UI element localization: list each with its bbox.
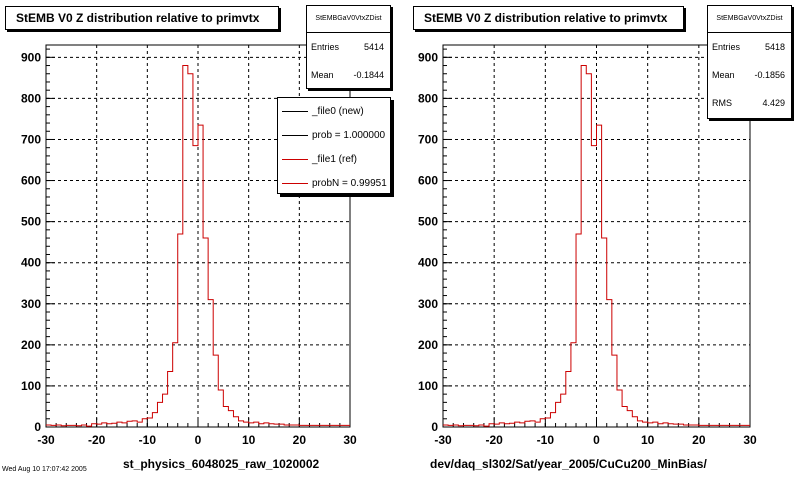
- y-tick-label: 700: [418, 132, 438, 146]
- y-tick-label: 400: [418, 256, 438, 270]
- y-tick-label: 900: [418, 50, 438, 64]
- y-tick-label: 600: [418, 174, 438, 188]
- x-tick-label: -30: [434, 433, 452, 447]
- y-tick-label: 800: [418, 91, 438, 105]
- left-stats-box: StEMBGaV0VtxZDist Entries 5414 Mean -0.1…: [306, 5, 391, 89]
- stats-value: 5418: [764, 42, 785, 52]
- x-tick-label: -20: [485, 433, 503, 447]
- y-tick-label: 400: [21, 256, 41, 270]
- y-tick-label: 200: [418, 338, 438, 352]
- stats-value: -0.1844: [353, 70, 384, 80]
- stats-label: Mean: [712, 70, 735, 80]
- left-stats-row-mean: Mean -0.1844: [307, 61, 390, 89]
- y-tick-label: 600: [21, 174, 41, 188]
- right-stats-box: StEMBGaV0VtxZDist Entries 5418 Mean -0.1…: [707, 5, 792, 119]
- legend-label: _file0 (new): [312, 105, 364, 117]
- x-tick-label: 0: [593, 433, 600, 447]
- x-tick-label: 10: [641, 433, 655, 447]
- stats-label: Entries: [311, 42, 340, 52]
- y-tick-label: 700: [21, 132, 41, 146]
- x-tick-label: 20: [293, 433, 307, 447]
- histogram-series-line: [46, 65, 350, 427]
- y-tick-label: 100: [418, 379, 438, 393]
- y-tick-label: 500: [418, 215, 438, 229]
- right-stats-row-rms: RMS 4.429: [708, 89, 791, 117]
- y-tick-label: 300: [21, 297, 41, 311]
- y-tick-label: 100: [21, 379, 41, 393]
- x-tick-label: 0: [195, 433, 202, 447]
- right-stats-name: StEMBGaV0VtxZDist: [708, 6, 791, 33]
- legend-item: prob = 1.000000: [278, 123, 390, 147]
- timestamp-footnote: Wed Aug 10 17:07:42 2005: [2, 466, 87, 473]
- legend-label: _file1 (ref): [312, 153, 358, 165]
- histogram-series-line: [443, 65, 750, 427]
- right-histogram-title: StEMB V0 Z distribution relative to prim…: [413, 6, 684, 30]
- y-tick-label: 800: [21, 91, 41, 105]
- x-tick-label: -30: [37, 433, 55, 447]
- x-tick-label: 10: [242, 433, 256, 447]
- y-tick-label: 300: [418, 297, 438, 311]
- y-tick-label: 500: [21, 215, 41, 229]
- legend-swatch-red: [282, 182, 308, 184]
- right-histogram-panel: -30 -20 -10 0 10 20 30010020030040050060070080…: [418, 44, 757, 447]
- legend-label: prob = 1.000000: [312, 129, 386, 141]
- x-tick-label: -10: [537, 433, 555, 447]
- x-tick-label: 30: [743, 433, 757, 447]
- y-tick-label: 900: [21, 50, 41, 64]
- left-stats-row-entries: Entries 5414: [307, 33, 390, 61]
- stats-label: RMS: [712, 98, 732, 108]
- stats-value: 4.429: [762, 98, 785, 108]
- right-stats-row-entries: Entries 5418: [708, 33, 791, 61]
- legend-swatch-red: [282, 158, 308, 160]
- y-tick-label: 0: [34, 420, 41, 434]
- left-histogram-title: StEMB V0 Z distribution relative to prim…: [5, 6, 279, 30]
- right-x-axis-title: dev/daq_sl302/Sat/year_2005/CuCu200_MinB…: [430, 457, 707, 471]
- legend-item: _file0 (new): [278, 99, 390, 123]
- x-tick-label: 30: [343, 433, 357, 447]
- legend-item: probN = 0.99951: [278, 171, 390, 193]
- stats-label: Mean: [311, 70, 334, 80]
- left-x-axis-title: st_physics_6048025_raw_1020002: [123, 457, 320, 471]
- stats-value: 5414: [363, 42, 384, 52]
- legend-swatch-black: [282, 134, 308, 136]
- stats-value: -0.1856: [754, 70, 785, 80]
- right-stats-row-mean: Mean -0.1856: [708, 61, 791, 89]
- x-tick-label: -10: [139, 433, 157, 447]
- legend-swatch-black: [282, 110, 308, 112]
- x-tick-label: -20: [88, 433, 106, 447]
- legend-label: probN = 0.99951: [312, 177, 387, 189]
- left-legend-box: _file0 (new) prob = 1.000000 _file1 (ref…: [277, 97, 391, 194]
- y-tick-label: 200: [21, 338, 41, 352]
- legend-item: _file1 (ref): [278, 147, 390, 171]
- stats-label: Entries: [712, 42, 741, 52]
- x-tick-label: 20: [692, 433, 706, 447]
- y-tick-label: 0: [431, 420, 438, 434]
- left-stats-name: StEMBGaV0VtxZDist: [307, 6, 390, 33]
